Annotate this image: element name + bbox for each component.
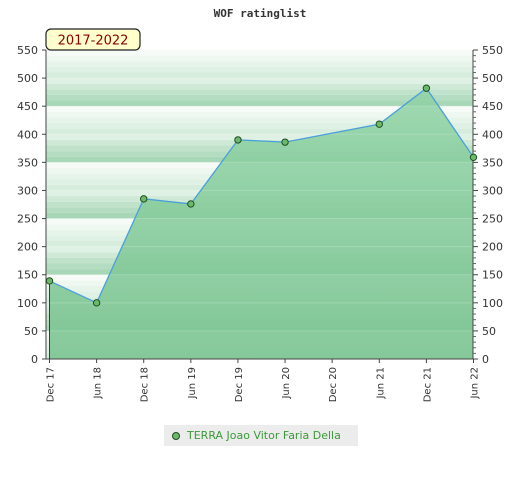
y-tick-label-left: 350 [17,156,38,169]
background-band [46,61,473,67]
background-band [46,83,473,90]
x-tick-label: Jun 20 [281,367,292,400]
series-area [49,88,474,359]
data-point [469,153,478,162]
y-tick-label-left: 50 [24,325,38,338]
background-band [46,123,473,129]
x-tick-label: Jun 19 [187,367,198,400]
data-point [375,120,383,128]
background-band [46,50,473,56]
data-point [140,195,148,203]
y-tick-label-right: 250 [482,213,503,226]
background-band [46,89,473,95]
legend: TERRA Joao Vitor Faria Della [164,425,358,446]
area-layer [46,77,474,359]
y-tick-label-left: 450 [17,100,38,113]
y-tick-label-left: 250 [17,213,38,226]
x-tick-label: Dec 21 [422,367,433,402]
data-point [45,277,54,285]
x-tick-label: Jun 22 [470,367,481,400]
y-tick-label-right: 350 [482,156,503,169]
x-tick-label: Dec 20 [328,367,339,402]
y-tick-label-right: 500 [482,72,503,85]
y-tick-label-left: 550 [17,44,38,57]
period-badge-box [45,28,141,51]
y-tick-label-left: 400 [17,128,38,141]
x-tick-label: Jun 21 [375,367,386,400]
data-point [187,200,195,208]
background-band [46,55,473,62]
x-tick-label: Dec 18 [140,367,151,402]
background-band [46,94,473,101]
background-band [46,117,473,124]
background-band [46,78,473,84]
background-band [46,100,473,107]
y-tick-label-right: 100 [482,297,503,310]
background-band [46,111,473,118]
x-tick-label: Jun 18 [93,367,104,400]
y-tick-label-left: 200 [17,241,38,254]
data-point [92,299,101,307]
y-tick-label-right: 550 [482,44,503,57]
y-tick-label-left: 300 [17,184,38,197]
chart-title: WOF ratinglist [214,7,307,20]
y-tick-label-right: 150 [482,269,503,282]
period-badge: 2017-2022 [45,28,141,51]
background-band [46,128,473,135]
data-marks [45,84,478,359]
background-band [46,106,473,112]
axes: 0 0 50 50 100 100 150 150 200 200 250 250 300 300 350 3… [17,44,503,402]
y-tick-label-right: 450 [482,100,503,113]
y-tick-label-left: 500 [17,72,38,85]
data-point [422,84,431,92]
y-tick-label-right: 200 [482,241,503,254]
y-tick-label-right: 0 [482,353,489,366]
background-band [46,66,473,73]
x-tick-label: Dec 17 [46,367,57,402]
x-tick-label: Dec 19 [234,367,245,402]
y-tick-label-right: 50 [482,325,496,338]
y-tick-label-right: 400 [482,128,503,141]
data-point [281,138,289,146]
period-badge-label: 2017-2022 [58,34,129,49]
background-band [46,134,473,140]
data-point [234,136,242,144]
y-tick-label-right: 300 [482,184,503,197]
y-tick-label-left: 0 [31,353,38,366]
y-tick-label-left: 100 [17,297,38,310]
y-tick-label-left: 150 [17,269,38,282]
legend-marker-icon [172,431,180,440]
background-band [46,72,473,79]
legend-series-label: TERRA Joao Vitor Faria Della [187,429,341,442]
